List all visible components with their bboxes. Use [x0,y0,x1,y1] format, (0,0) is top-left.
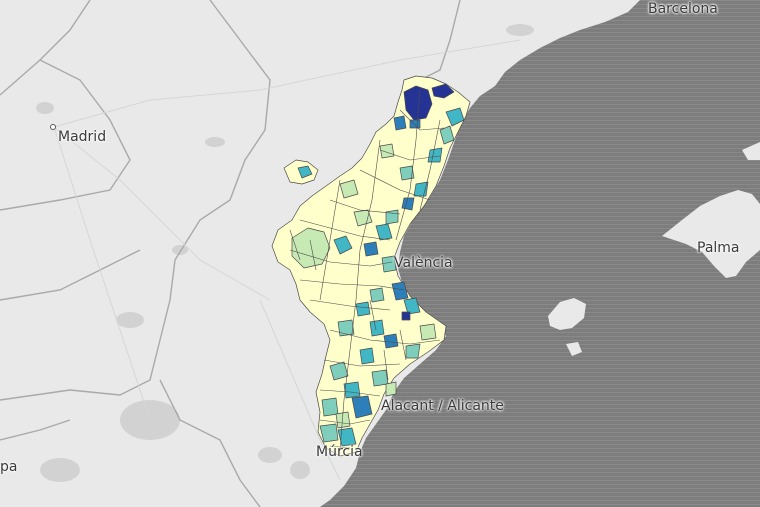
label-madrid: Madrid [58,129,107,145]
label-murcia: Múrcia [316,444,363,460]
label-granada-partial: pa [0,459,18,475]
municipality-lines [289,89,445,451]
formentera [566,342,582,356]
label-alicante: Alacant / Alicante [381,398,504,414]
roads [53,39,521,481]
label-valencia: València [394,255,453,271]
madrid-dot-icon [50,124,56,130]
menorca [742,142,760,160]
label-barcelona: Barcelona [648,1,718,17]
ibiza [548,298,586,330]
label-palma: Palma [697,240,740,256]
mallorca [662,190,760,278]
